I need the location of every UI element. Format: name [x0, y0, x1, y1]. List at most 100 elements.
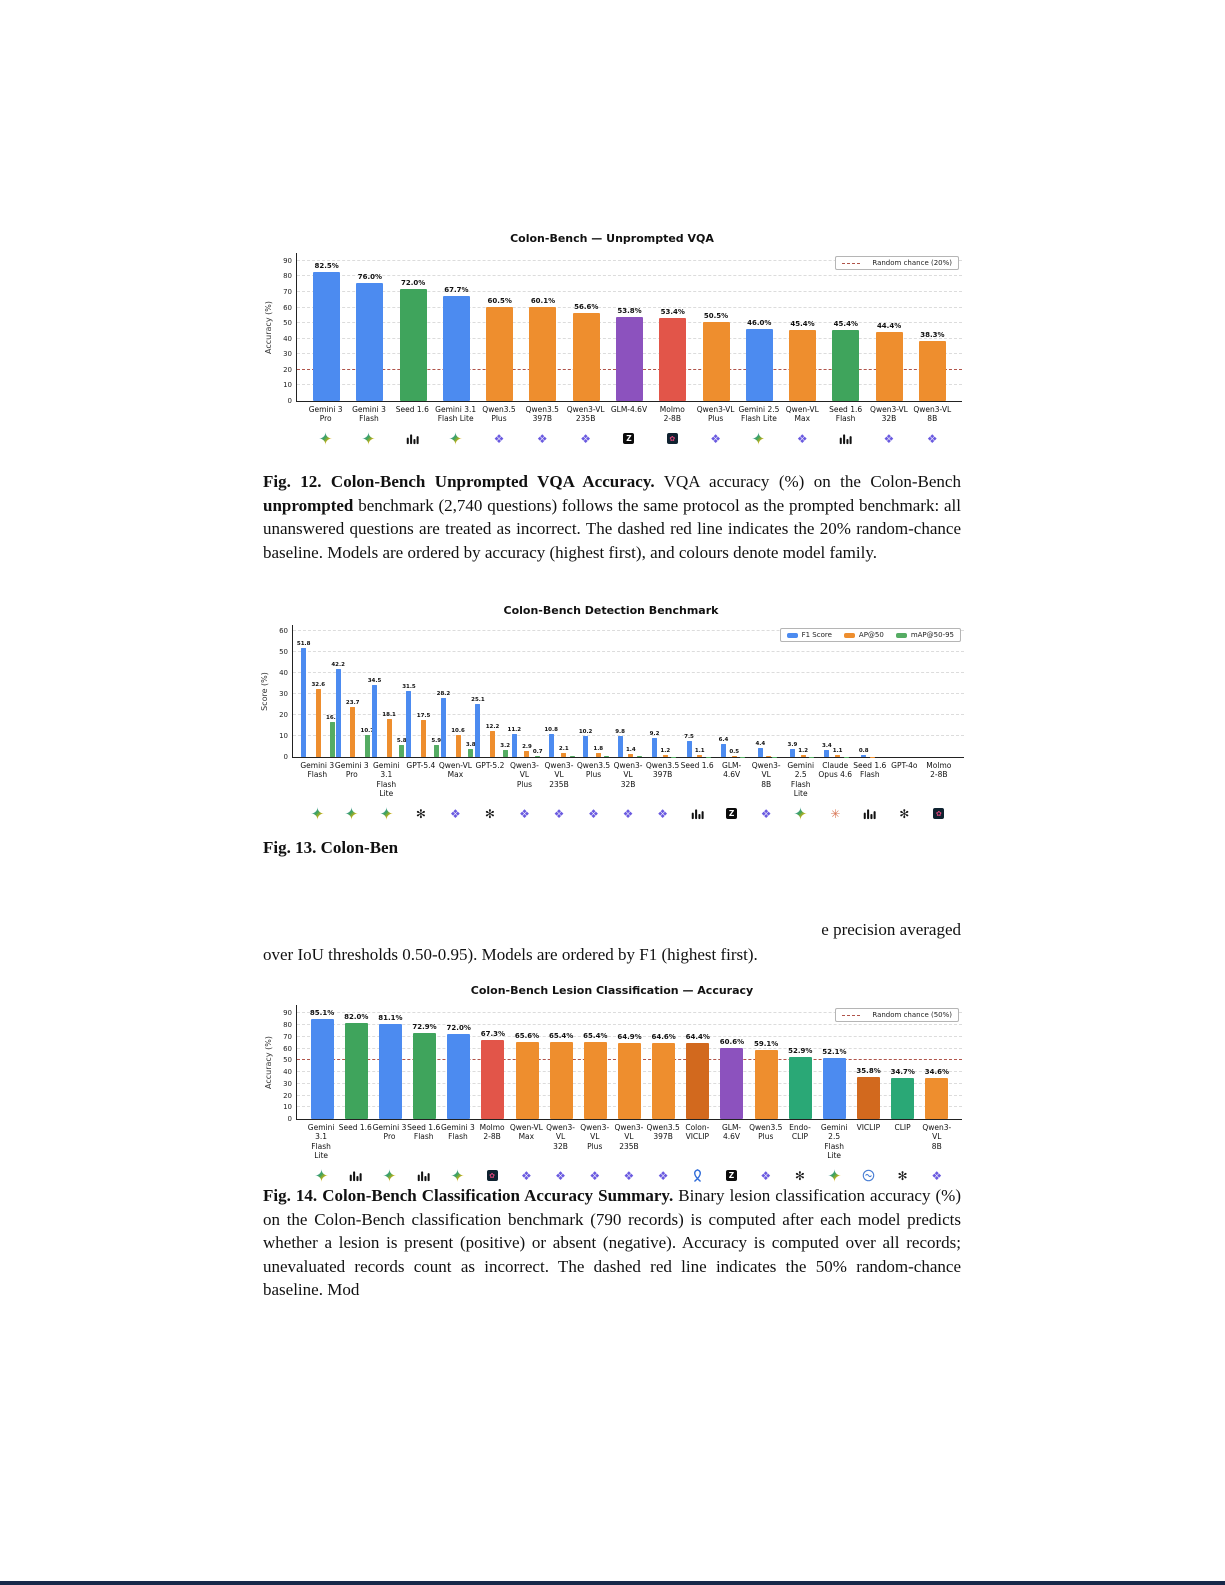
bar-group: 44.4%	[867, 253, 910, 401]
model-icon-cell	[407, 1168, 441, 1184]
bar-value-label: 1.1	[832, 747, 843, 754]
series-bar-cell: 18.1	[382, 625, 396, 757]
x-axis-label: Qwen3.5 397B	[645, 761, 680, 780]
bar-value-label: 53.8%	[617, 307, 642, 316]
x-axis-label: Gemini 2.5 Flash Lite	[787, 761, 815, 799]
bar-group: 53.4%	[651, 253, 694, 401]
series-bar-cell: 17.5	[417, 625, 430, 757]
bar-group: 4.4	[749, 625, 783, 757]
bar-group: 72.0%	[442, 1005, 476, 1119]
model-icon-cell: ❖	[611, 806, 646, 822]
bar-value-label: 46.0%	[747, 319, 772, 328]
legend-entry: F1 Score	[786, 631, 832, 639]
bar-value-label: 64.4%	[685, 1033, 710, 1042]
x-axis-label: Gemini 3 Pro	[334, 761, 369, 780]
bar-value-label: 10.7	[360, 727, 375, 734]
x-axis-label: Seed 1.6 Flash	[829, 405, 863, 424]
grouped-bars: 28.2 10.6 3.8	[437, 625, 476, 757]
figure13-caption-fragment-2: over IoU thresholds 0.50-0.95). Models a…	[263, 945, 758, 964]
bar	[433, 744, 439, 757]
chart-title: Colon-Bench Detection Benchmark	[503, 604, 719, 617]
model-icon-cell	[300, 806, 335, 822]
bar-value-label: 0.8	[858, 748, 869, 755]
figure14-caption-label: Fig. 14. Colon-Bench Classification Accu…	[263, 1186, 674, 1205]
series-bar-cell: 1.2	[798, 625, 808, 757]
bar-group: 56.6%	[565, 253, 608, 401]
y-axis-label: Accuracy (%)	[263, 301, 273, 354]
bars-row: 82.5% 76.0% 72.0% 67.7% 60.5% 60.1% 56.6% 53.8%…	[297, 253, 962, 401]
plot-canvas: 0 10 20 30 40 50 60 70 80 90 85.1% 82.0% 81.1% 72.9% 7…	[283, 1005, 962, 1123]
series-bar-cell: 31.5	[402, 625, 416, 757]
bar-value-label: 16.6	[326, 715, 340, 722]
series-bar-cell: 3.9	[787, 625, 798, 757]
x-axis-label: Qwen3-VL 235B	[614, 1123, 644, 1151]
grouped-bars: 9.8 1.4	[615, 625, 642, 757]
bar-value-label: 32.6	[311, 681, 326, 688]
bar-group: 85.1%	[305, 1005, 339, 1119]
series-bar-cell: 0.7	[533, 625, 543, 757]
gemini-star-icon	[752, 432, 766, 446]
y-axis-label: Score (%)	[259, 672, 269, 711]
bar-value-label: 3.9	[787, 741, 798, 748]
model-icon-cell	[737, 431, 780, 447]
bar-value-label: 31.5	[402, 684, 416, 690]
grouped-bars	[930, 625, 947, 757]
series-bar-cell	[930, 625, 935, 757]
gemini-star-icon	[449, 432, 463, 446]
x-axis-labels: Gemini 3 Flash Gemini 3 Pro Gemini 3.1 Fla…	[292, 761, 964, 799]
bar-value-label: 52.9%	[788, 1046, 813, 1055]
series-bar-cell: 3.4	[822, 625, 832, 757]
series-bar-cell: 28.2	[437, 625, 450, 757]
qwen-spiral-icon: ❖	[657, 1168, 669, 1183]
bar-value-label: 85.1%	[309, 1009, 335, 1017]
openai-flower-icon: ✻	[897, 1168, 908, 1183]
y-tick-label: 10	[283, 381, 292, 390]
series-bar-cell: 23.7	[346, 625, 360, 757]
x-axis-label: Seed 1.6	[395, 405, 429, 414]
seed-bars-icon	[417, 1169, 430, 1182]
model-icon-cell: ❖	[521, 431, 564, 447]
bar	[702, 322, 730, 401]
plot-canvas: 0 10 20 30 40 50 60 51.8 32.6 16.6 42.2 23.7 10.7 34.…	[279, 625, 964, 761]
bar-value-label: 56.6%	[574, 302, 599, 311]
bar-value-label: 60.6%	[719, 1037, 745, 1046]
series-bar-cell: 51.8	[297, 625, 310, 757]
gemini-star-icon	[345, 807, 359, 820]
bar	[364, 734, 370, 757]
legend-label: Random chance (20%)	[872, 259, 952, 267]
bar-group: 6.4 0.5	[715, 625, 749, 757]
bar-group: 65.4%	[578, 1005, 612, 1119]
bar	[511, 733, 517, 757]
bar-group: 52.9%	[783, 1005, 817, 1119]
bar	[515, 1041, 539, 1119]
series-bar-cell: 0.5	[729, 625, 739, 757]
figure12-caption-label: Fig. 12. Colon-Bench Unprompted VQA Accu…	[263, 472, 655, 491]
bar-group: 45.4%	[824, 253, 867, 401]
model-icon-cell: ❖	[612, 1168, 646, 1184]
legend-label: F1 Score	[801, 631, 832, 639]
bar	[489, 731, 495, 757]
x-axis-label: Qwen3-VL Plus	[510, 761, 539, 789]
bar-value-label: 81.1%	[378, 1013, 403, 1022]
y-tick-label: 40	[279, 669, 288, 678]
claude-burst-icon: ✳	[830, 806, 841, 821]
y-tick-label: 0	[283, 753, 288, 761]
bar-group: 3.9 1.2	[784, 625, 818, 757]
bar	[617, 1042, 641, 1119]
x-axis-label: Qwen3.5 Plus	[749, 1123, 783, 1142]
model-icon-cell: Z	[714, 1168, 748, 1184]
x-axis-label: GPT-4o	[891, 761, 918, 770]
bar-group: 45.4%	[781, 253, 824, 401]
x-axis-label: Qwen3-VL 32B	[870, 405, 908, 424]
model-icon-cell	[680, 806, 715, 822]
legend-color-chip	[843, 632, 855, 638]
bar-value-label: 7.5	[684, 734, 694, 741]
dashed-line-sample	[842, 1014, 861, 1016]
x-axis-label: Qwen3.5 Plus	[576, 761, 611, 780]
model-icon-cell	[338, 1168, 372, 1184]
x-axis-label: Seed 1.6	[680, 761, 714, 770]
bar-group: 7.5 1.1	[680, 625, 714, 757]
bar	[356, 282, 384, 401]
x-axis-label: Qwen3-VL 32B	[546, 1123, 575, 1151]
bar	[350, 707, 356, 757]
